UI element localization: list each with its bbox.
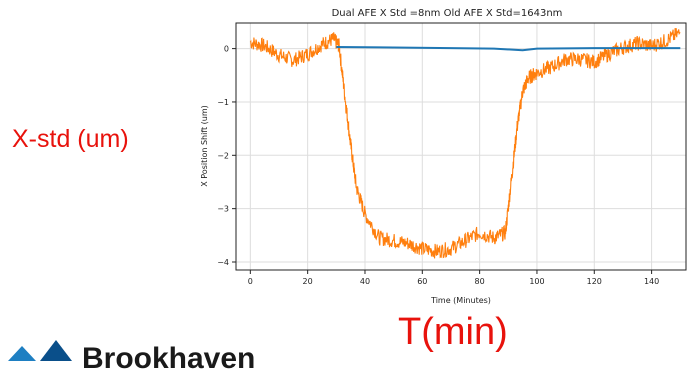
brookhaven-logo [8,340,72,361]
x-annotation: T(min) [398,311,508,353]
y-tick-label: 0 [224,45,229,54]
x-tick-label: 40 [360,277,370,286]
logo-mark-icon [8,346,36,361]
logo-text: Brookhaven [82,342,256,375]
y-tick-label: −4 [217,258,229,267]
x-tick-label: 120 [587,277,602,286]
chart: Dual AFE X Std =8nm Old AFE X Std=1643nm… [200,8,687,305]
y-axis-label: X Position Shift (um) [200,105,209,187]
x-tick-label: 20 [303,277,313,286]
y-tick-label: −1 [217,98,229,107]
y-tick-label: −3 [217,205,229,214]
y-tick-label: −2 [217,151,229,160]
x-tick-label: 100 [529,277,544,286]
series-old-afe-line [249,28,681,259]
ticks: 0 20 40 60 80 100 120 140 0 −1 −2 −3 −4 [217,45,659,286]
x-tick-label: 60 [417,277,427,286]
x-tick-label: 0 [248,277,253,286]
series-layer [249,28,681,259]
plot-frame [235,22,687,271]
y-annotation: X-std (um) [12,125,129,153]
chart-title: Dual AFE X Std =8nm Old AFE X Std=1643nm [332,8,563,19]
x-tick-label: 80 [475,277,485,286]
series-dual-afe-line [336,46,681,52]
x-tick-label: 140 [644,277,659,286]
x-axis-label: Time (Minutes) [430,296,491,305]
